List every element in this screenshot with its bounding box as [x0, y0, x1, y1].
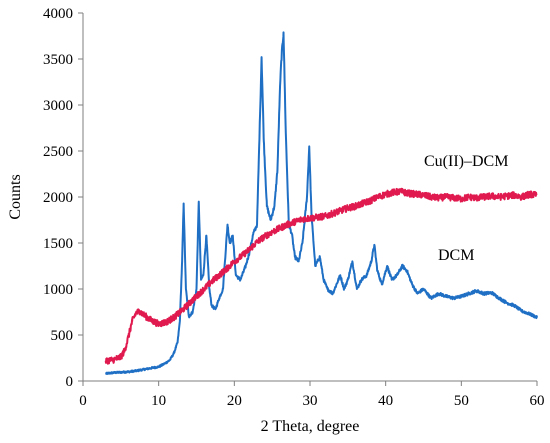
y-tick-label: 2000 — [43, 190, 73, 206]
x-tick-label: 50 — [454, 393, 469, 409]
series-label-dcm: DCM — [438, 247, 474, 264]
x-tick-group: 0 10 20 30 40 50 60 — [79, 381, 545, 409]
series-group — [104, 31, 538, 375]
x-tick-label: 40 — [378, 393, 393, 409]
x-tick-label: 10 — [151, 393, 166, 409]
y-tick-label: 1000 — [43, 282, 73, 298]
y-tick-label: 500 — [51, 328, 74, 344]
y-tick-label: 3000 — [43, 98, 73, 114]
series-line-dcm — [104, 31, 538, 375]
x-tick-label: 60 — [530, 393, 545, 409]
y-tick-label: 0 — [66, 374, 74, 390]
y-tick-label: 4000 — [43, 6, 73, 22]
y-tick-group: 0 500 1000 1500 2000 2500 3000 3500 4000 — [43, 6, 83, 390]
x-tick-label: 30 — [303, 393, 318, 409]
series-label-cu-dcm: Cu(II)–DCM — [424, 153, 508, 170]
y-tick-label: 3500 — [43, 52, 73, 68]
y-tick-label: 2500 — [43, 144, 73, 160]
x-tick-label: 0 — [79, 393, 87, 409]
y-axis-title: Counts — [7, 174, 24, 219]
series-line-cu-dcm — [104, 187, 538, 365]
x-tick-label: 20 — [227, 393, 242, 409]
y-tick-label: 1500 — [43, 236, 73, 252]
x-axis-title: 2 Theta, degree — [261, 418, 360, 435]
